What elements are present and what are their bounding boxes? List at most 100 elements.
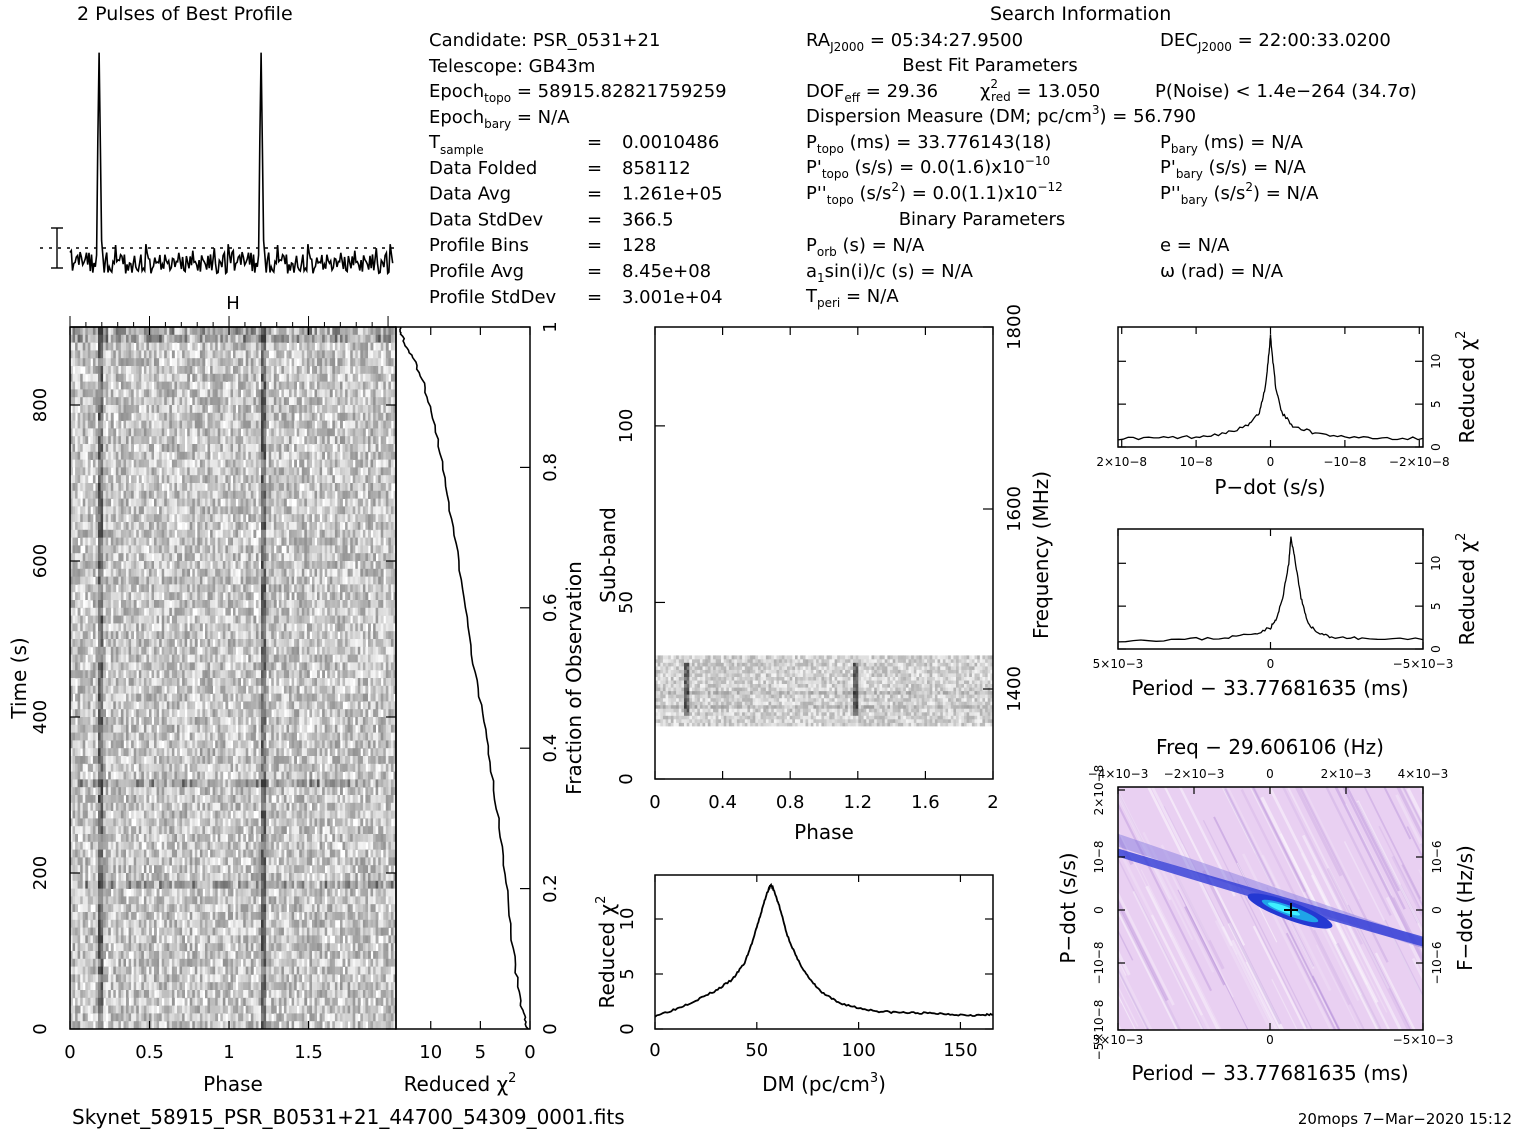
time-phase-cell (205, 639, 208, 647)
time-phase-cell (98, 522, 101, 530)
time-phase-cell (253, 343, 256, 351)
time-phase-cell (218, 358, 221, 366)
time-phase-cell (96, 545, 99, 553)
time-phase-cell (287, 569, 290, 577)
time-phase-cell (118, 538, 121, 546)
time-phase-cell (302, 530, 305, 538)
time-phase-cell (73, 421, 76, 429)
time-phase-cell (317, 389, 320, 397)
time-phase-cell (251, 374, 254, 382)
time-phase-cell (141, 584, 144, 592)
time-phase-cell (358, 577, 361, 585)
time-phase-cell (246, 460, 249, 468)
time-phase-cell (345, 444, 348, 452)
time-phase-cell (299, 343, 302, 351)
time-phase-cell (243, 530, 246, 538)
time-phase-cell (121, 553, 124, 561)
time-phase-cell (96, 577, 99, 585)
time-phase-cell (141, 452, 144, 460)
time-phase-cell (320, 584, 323, 592)
time-phase-cell (172, 538, 175, 546)
time-phase-cell (98, 335, 101, 343)
time-phase-cell (192, 639, 195, 647)
time-phase-cell (236, 592, 239, 600)
time-phase-cell (340, 592, 343, 600)
time-phase-cell (322, 545, 325, 553)
time-phase-cell (330, 592, 333, 600)
time-phase-cell (190, 631, 193, 639)
time-phase-cell (320, 499, 323, 507)
time-phase-cell (307, 358, 310, 366)
time-phase-cell (213, 506, 216, 514)
time-phase-cell (302, 506, 305, 514)
time-phase-cell (309, 421, 312, 429)
time-phase-cell (322, 382, 325, 390)
time-phase-cell (172, 616, 175, 624)
time-phase-cell (88, 335, 91, 343)
time-phase-cell (317, 491, 320, 499)
time-phase-cell (284, 483, 287, 491)
time-phase-cell (177, 350, 180, 358)
time-phase-cell (383, 584, 386, 592)
time-phase-cell (129, 335, 132, 343)
time-phase-cell (363, 382, 366, 390)
time-phase-cell (259, 616, 262, 624)
time-phase-cell (365, 608, 368, 616)
time-phase-cell (248, 491, 251, 499)
time-phase-cell (108, 413, 111, 421)
time-phase-cell (281, 522, 284, 530)
time-phase-cell (172, 639, 175, 647)
time-phase-cell (274, 405, 277, 413)
time-phase-cell (162, 623, 165, 631)
time-phase-cell (348, 616, 351, 624)
time-phase-cell (220, 553, 223, 561)
time-phase-cell (391, 335, 394, 343)
time-phase-cell (378, 405, 381, 413)
time-phase-cell (322, 483, 325, 491)
time-phase-cell (343, 569, 346, 577)
time-phase-cell (73, 374, 76, 382)
time-phase-cell (197, 366, 200, 374)
time-phase-cell (126, 553, 129, 561)
time-phase-cell (238, 350, 241, 358)
time-phase-cell (231, 460, 234, 468)
time-phase-cell (238, 600, 241, 608)
time-phase-cell (330, 600, 333, 608)
time-phase-cell (93, 530, 96, 538)
time-phase-cell (118, 467, 121, 475)
time-phase-cell (228, 483, 231, 491)
time-phase-cell (330, 358, 333, 366)
time-phase-cell (373, 405, 376, 413)
time-phase-cell (307, 374, 310, 382)
time-phase-cell (304, 405, 307, 413)
time-phase-cell (264, 421, 267, 429)
time-phase-cell (80, 460, 83, 468)
time-phase-cell (177, 475, 180, 483)
time-phase-cell (197, 475, 200, 483)
time-phase-cell (174, 335, 177, 343)
time-phase-cell (276, 358, 279, 366)
time-phase-cell (299, 421, 302, 429)
time-phase-cell (383, 553, 386, 561)
time-phase-cell (322, 538, 325, 546)
time-phase-cell (299, 530, 302, 538)
time-phase-cell (276, 397, 279, 405)
time-phase-cell (205, 584, 208, 592)
time-phase-cell (309, 405, 312, 413)
time-phase-cell (174, 475, 177, 483)
time-phase-cell (381, 592, 384, 600)
time-phase-cell (373, 522, 376, 530)
time-phase-cell (129, 389, 132, 397)
time-phase-cell (116, 545, 119, 553)
time-phase-cell (174, 592, 177, 600)
time-phase-cell (365, 405, 368, 413)
time-phase-cell (376, 374, 379, 382)
time-phase-cell (307, 584, 310, 592)
time-phase-cell (284, 592, 287, 600)
time-phase-cell (259, 475, 262, 483)
time-phase-cell (146, 600, 149, 608)
time-phase-cell (180, 631, 183, 639)
time-phase-cell (241, 545, 244, 553)
time-phase-cell (368, 514, 371, 522)
time-phase-cell (131, 452, 134, 460)
